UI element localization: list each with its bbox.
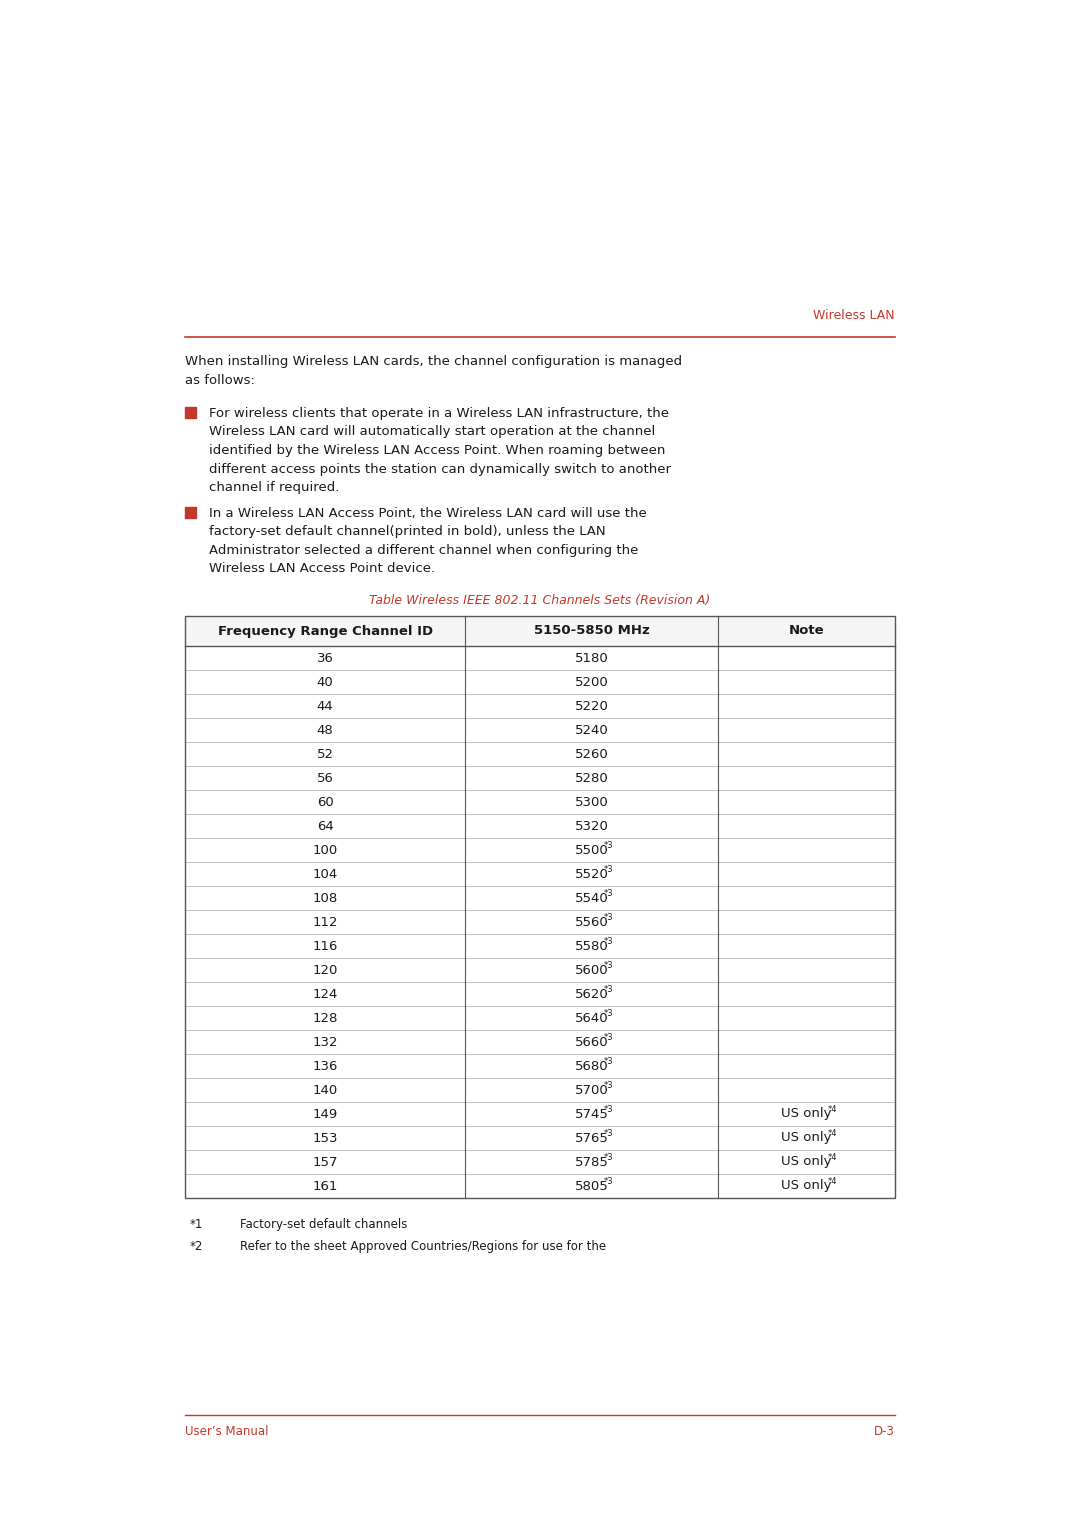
Text: US only: US only xyxy=(781,1156,832,1168)
Text: US only: US only xyxy=(781,1107,832,1121)
Text: For wireless clients that operate in a Wireless LAN infrastructure, the
Wireless: For wireless clients that operate in a W… xyxy=(210,408,671,495)
Text: 5220: 5220 xyxy=(575,699,608,713)
Text: 5680: 5680 xyxy=(575,1060,608,1072)
Text: 5320: 5320 xyxy=(575,820,608,832)
Text: *4: *4 xyxy=(827,1128,837,1138)
Text: US only: US only xyxy=(781,1179,832,1193)
Text: 132: 132 xyxy=(312,1035,338,1049)
Text: 149: 149 xyxy=(312,1107,338,1121)
Bar xyxy=(185,615,895,1199)
Text: 104: 104 xyxy=(312,867,338,881)
Text: 5200: 5200 xyxy=(575,675,608,689)
Text: *3: *3 xyxy=(604,960,613,970)
Text: 52: 52 xyxy=(316,748,334,760)
Text: *3: *3 xyxy=(604,1153,613,1162)
Text: *3: *3 xyxy=(604,1057,613,1066)
Text: *4: *4 xyxy=(827,1176,837,1185)
Text: 5700: 5700 xyxy=(575,1084,608,1096)
Text: *3: *3 xyxy=(604,864,613,873)
Bar xyxy=(185,408,195,418)
Bar xyxy=(185,615,895,646)
Text: 5500: 5500 xyxy=(575,843,608,857)
Text: 5600: 5600 xyxy=(575,964,608,976)
Text: 100: 100 xyxy=(312,843,338,857)
Text: 5620: 5620 xyxy=(575,988,608,1000)
Text: D-3: D-3 xyxy=(874,1425,895,1438)
Text: Table Wireless IEEE 802.11 Channels Sets (Revision A): Table Wireless IEEE 802.11 Channels Sets… xyxy=(369,594,711,608)
Text: 48: 48 xyxy=(316,724,334,736)
Text: *3: *3 xyxy=(604,913,613,921)
Text: 40: 40 xyxy=(316,675,334,689)
Text: *3: *3 xyxy=(604,840,613,849)
Text: 60: 60 xyxy=(316,796,334,808)
Text: *3: *3 xyxy=(604,1081,613,1089)
Text: US only: US only xyxy=(781,1132,832,1145)
Text: 5660: 5660 xyxy=(575,1035,608,1049)
Text: Note: Note xyxy=(788,625,824,637)
Text: *3: *3 xyxy=(604,936,613,945)
Text: 56: 56 xyxy=(316,771,334,785)
Text: *3: *3 xyxy=(604,1128,613,1138)
Text: 157: 157 xyxy=(312,1156,338,1168)
Text: 140: 140 xyxy=(312,1084,338,1096)
Text: Refer to the sheet Approved Countries/Regions for use for the: Refer to the sheet Approved Countries/Re… xyxy=(240,1240,606,1254)
Text: 5260: 5260 xyxy=(575,748,608,760)
Text: 5150-5850 MHz: 5150-5850 MHz xyxy=(534,625,649,637)
Text: In a Wireless LAN Access Point, the Wireless LAN card will use the
factory-set d: In a Wireless LAN Access Point, the Wire… xyxy=(210,507,647,576)
Text: 161: 161 xyxy=(312,1179,338,1193)
Text: 153: 153 xyxy=(312,1132,338,1145)
Text: 124: 124 xyxy=(312,988,338,1000)
Text: Wireless LAN: Wireless LAN xyxy=(813,308,895,322)
Text: 5240: 5240 xyxy=(575,724,608,736)
Text: *1: *1 xyxy=(190,1219,203,1231)
Text: *4: *4 xyxy=(827,1104,837,1113)
Text: 36: 36 xyxy=(316,652,334,664)
Text: 5580: 5580 xyxy=(575,939,608,953)
Text: 5765: 5765 xyxy=(575,1132,608,1145)
Text: 5300: 5300 xyxy=(575,796,608,808)
Text: 5805: 5805 xyxy=(575,1179,608,1193)
Text: 44: 44 xyxy=(316,699,334,713)
Text: 5560: 5560 xyxy=(575,916,608,928)
Text: 5640: 5640 xyxy=(575,1011,608,1025)
Text: User’s Manual: User’s Manual xyxy=(185,1425,269,1438)
Text: *3: *3 xyxy=(604,1032,613,1041)
Text: 136: 136 xyxy=(312,1060,338,1072)
Text: 5280: 5280 xyxy=(575,771,608,785)
Bar xyxy=(185,507,195,518)
Text: *3: *3 xyxy=(604,889,613,898)
Text: *3: *3 xyxy=(604,1176,613,1185)
Text: *3: *3 xyxy=(604,985,613,994)
Text: 112: 112 xyxy=(312,916,338,928)
Text: 108: 108 xyxy=(312,892,338,904)
Text: 5180: 5180 xyxy=(575,652,608,664)
Text: 5520: 5520 xyxy=(575,867,608,881)
Text: 5785: 5785 xyxy=(575,1156,608,1168)
Text: 120: 120 xyxy=(312,964,338,976)
Text: Frequency Range Channel ID: Frequency Range Channel ID xyxy=(218,625,433,637)
Text: *2: *2 xyxy=(190,1240,203,1254)
Text: Factory-set default channels: Factory-set default channels xyxy=(240,1219,407,1231)
Text: *4: *4 xyxy=(827,1153,837,1162)
Text: 116: 116 xyxy=(312,939,338,953)
Text: 64: 64 xyxy=(316,820,334,832)
Text: 128: 128 xyxy=(312,1011,338,1025)
Text: 5540: 5540 xyxy=(575,892,608,904)
Text: *3: *3 xyxy=(604,1008,613,1017)
Text: When installing Wireless LAN cards, the channel configuration is managed
as foll: When installing Wireless LAN cards, the … xyxy=(185,354,683,386)
Text: 5745: 5745 xyxy=(575,1107,608,1121)
Text: *3: *3 xyxy=(604,1104,613,1113)
